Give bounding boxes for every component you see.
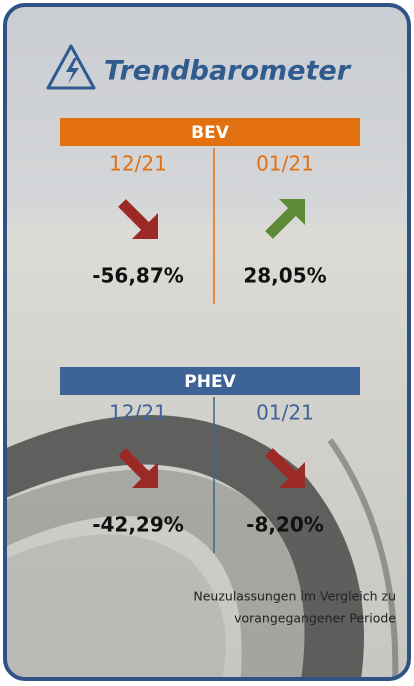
arrow-shaft bbox=[118, 199, 150, 231]
period: 01/21 bbox=[256, 401, 314, 425]
section-header bbox=[60, 118, 360, 146]
trend-arrow bbox=[118, 448, 158, 488]
period: 12/21 bbox=[109, 401, 167, 425]
warning-icon bbox=[46, 44, 96, 90]
change-value: -42,29% bbox=[92, 513, 184, 537]
arrow-head bbox=[279, 462, 305, 488]
period: 01/21 bbox=[256, 152, 314, 176]
section-header bbox=[60, 367, 360, 395]
card-border bbox=[3, 3, 411, 681]
change-value: -56,87% bbox=[92, 264, 184, 288]
change-value: 28,05% bbox=[243, 264, 326, 288]
footnote: vorangegangener Periode bbox=[234, 611, 396, 626]
arrow-shaft bbox=[118, 448, 150, 480]
arrow-head bbox=[279, 199, 305, 225]
arrow-shaft bbox=[265, 207, 297, 239]
title: Trendbarometer bbox=[104, 56, 352, 87]
change-value: -8,20% bbox=[246, 513, 324, 537]
trend-arrow bbox=[118, 199, 158, 239]
section-name: BEV bbox=[191, 123, 230, 143]
period: 12/21 bbox=[109, 152, 167, 176]
footnote: Neuzulassungen im Vergleich zu bbox=[193, 589, 396, 604]
arrow-head bbox=[132, 213, 158, 239]
section-name: PHEV bbox=[184, 372, 236, 392]
trend-arrow bbox=[265, 448, 305, 488]
trend-arrow bbox=[265, 199, 305, 239]
arrow-head bbox=[132, 462, 158, 488]
arrow-shaft bbox=[265, 448, 297, 480]
